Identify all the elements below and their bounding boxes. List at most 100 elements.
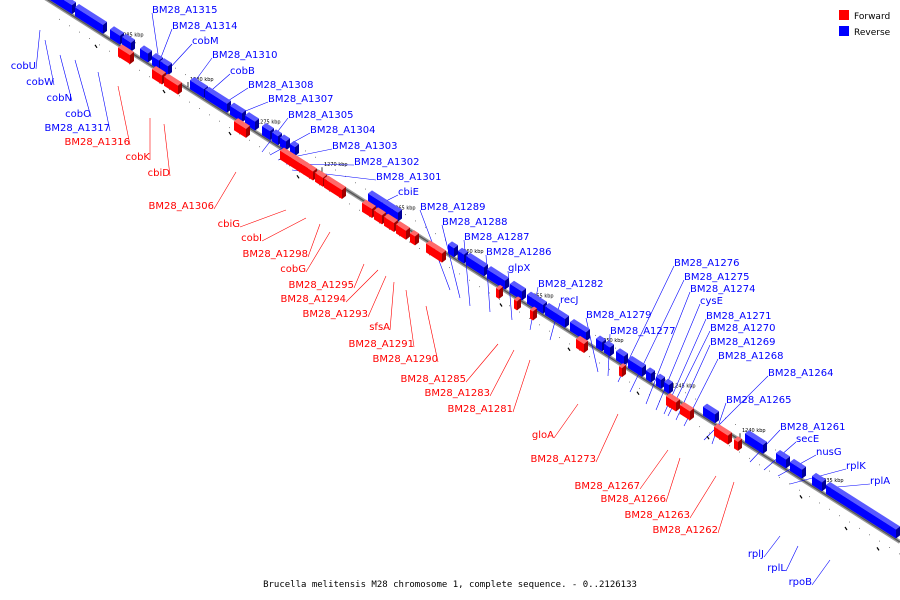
position-dot <box>665 379 666 381</box>
position-dot <box>209 114 210 116</box>
tick-label: 1280 kbp <box>190 77 214 83</box>
position-dot <box>675 385 676 387</box>
reverse-feature <box>510 280 526 301</box>
position-dot <box>399 235 400 237</box>
position-dot <box>185 74 186 76</box>
leader-line <box>512 359 531 413</box>
forward-feature <box>164 73 182 95</box>
reverse-feature <box>368 190 402 222</box>
leader-line <box>665 457 681 503</box>
legend: Forward Reverse <box>839 10 891 38</box>
position-dot <box>325 163 326 165</box>
reverse-feature <box>604 340 614 357</box>
marker-tick <box>162 89 166 94</box>
gene-label: cobG <box>280 264 306 275</box>
position-dot <box>449 267 450 269</box>
leader-line <box>465 343 499 383</box>
gene-label: BM28_A1263 <box>624 510 690 521</box>
position-dot <box>305 150 306 152</box>
gene-label: BM28_A1316 <box>64 137 130 148</box>
gene-label: BM28_A1276 <box>674 258 740 269</box>
forward-feature <box>619 363 626 378</box>
gene-label: cobB <box>230 66 255 77</box>
position-dot <box>129 63 130 65</box>
gene-label: cobU <box>11 61 36 72</box>
position-dot <box>759 464 760 466</box>
marker-tick <box>706 435 710 440</box>
position-dot <box>529 317 530 319</box>
forward-feature <box>426 240 446 263</box>
position-dot <box>349 203 350 205</box>
gene-label: BM28_A1295 <box>288 280 354 291</box>
position-dot <box>289 165 290 167</box>
position-dot <box>229 127 230 129</box>
legend-reverse-label: Reverse <box>854 28 891 38</box>
gene-label: rplL <box>767 563 786 574</box>
position-dot <box>769 470 770 472</box>
reverse-feature <box>448 241 458 258</box>
gene-label: BM28_A1282 <box>538 279 604 290</box>
leader-line <box>367 275 387 318</box>
gene-label: BM28_A1279 <box>586 310 652 321</box>
gene-label: BM28_A1290 <box>372 354 438 365</box>
position-dot <box>509 305 510 307</box>
reverse-feature <box>280 134 290 151</box>
leader-line <box>59 54 73 102</box>
gene-label: cobK <box>125 152 150 163</box>
position-dot <box>269 152 270 154</box>
gene-label: BM28_A1264 <box>768 368 834 379</box>
leader-line <box>163 123 171 177</box>
marker-tick <box>844 526 848 531</box>
gene-label: BM28_A1317 <box>44 123 110 134</box>
gene-label: BM28_A1269 <box>710 337 776 348</box>
position-dot <box>299 171 300 173</box>
gene-label: nusG <box>816 447 842 458</box>
position-dot <box>599 362 600 364</box>
forward-feature <box>714 423 732 445</box>
marker-tick <box>567 347 571 352</box>
position-dot <box>699 426 700 428</box>
gene-label: BM28_A1261 <box>780 422 846 433</box>
leader-line <box>811 559 831 586</box>
position-dot <box>379 222 380 224</box>
position-dot <box>389 228 390 230</box>
position-dot <box>175 67 176 69</box>
forward-feature <box>324 175 346 199</box>
position-dot <box>615 347 616 349</box>
reverse-feature <box>826 481 900 539</box>
leader-line <box>645 291 691 405</box>
legend-forward-swatch <box>839 10 849 20</box>
position-dot <box>695 398 696 400</box>
gene-label: BM28_A1275 <box>684 272 750 283</box>
position-dot <box>539 324 540 326</box>
forward-feature <box>303 162 317 181</box>
gene-label: cysE <box>700 296 723 307</box>
position-dot <box>809 496 810 498</box>
gene-label: BM28_A1304 <box>310 125 376 136</box>
leader-line <box>353 263 365 289</box>
leader-line <box>151 12 159 55</box>
map-caption: Brucella melitensis M28 chromosome 1, co… <box>263 580 637 590</box>
forward-feature <box>152 66 166 85</box>
tick-label: 1265 kbp <box>392 206 416 212</box>
position-dot <box>109 50 110 52</box>
reverse-feature <box>245 112 259 131</box>
position-dot <box>789 483 790 485</box>
chromosome-axis <box>44 0 900 544</box>
gene-label: rplJ <box>748 549 764 560</box>
gene-label: BM28_A1267 <box>574 481 640 492</box>
forward-feature <box>680 401 694 421</box>
position-dot <box>189 101 190 103</box>
gene-label: BM28_A1291 <box>348 339 414 350</box>
position-dot <box>689 419 690 421</box>
tick-label: 1245 kbp <box>672 384 696 390</box>
gene-label: BM28_A1314 <box>172 21 238 32</box>
position-dot <box>745 430 746 432</box>
leader-line <box>763 535 781 558</box>
reverse-feature <box>122 33 135 52</box>
position-dot <box>239 133 240 135</box>
reverse-feature <box>745 430 767 454</box>
position-dot <box>319 184 320 186</box>
position-dot <box>869 534 870 536</box>
leader-line <box>305 231 331 273</box>
